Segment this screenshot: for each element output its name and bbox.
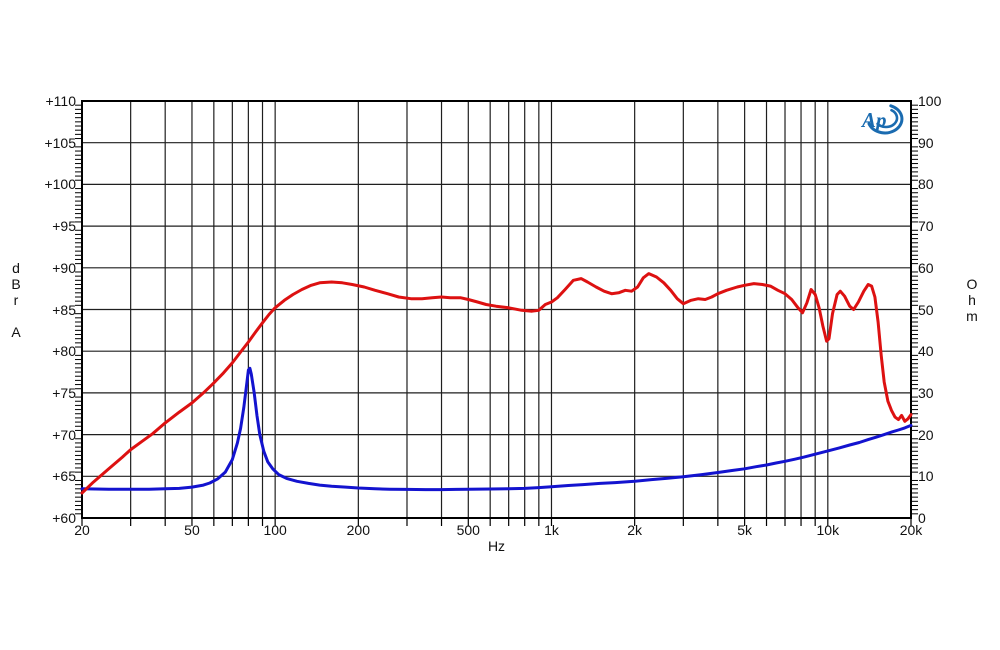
left-axis-title-char	[6, 308, 26, 324]
y-left-tick-label: +95	[52, 218, 76, 235]
y-right-tick-label: 90	[918, 134, 934, 151]
x-tick-label: 500	[456, 522, 480, 538]
y-right-tick-label: 60	[918, 259, 934, 276]
x-tick-label: 200	[346, 522, 370, 538]
left-axis-title-char: d	[12, 260, 20, 276]
x-tick-label: 100	[263, 522, 287, 538]
audio-precision-logo: Ap	[860, 104, 904, 135]
plot-frame	[81, 100, 912, 519]
logo-inner-arc	[876, 108, 899, 129]
y-left-tick-label: +80	[52, 343, 76, 360]
y-left-tick-label: +85	[52, 301, 76, 318]
x-tick-label: 2k	[627, 522, 643, 538]
y-left-tick-label: +100	[44, 176, 76, 193]
x-tick-label: 20k	[899, 522, 923, 538]
left-axis-title-char: r	[13, 292, 19, 308]
y-left-tick-label: +70	[52, 426, 76, 443]
y-left-tick-label: +60	[52, 510, 76, 526]
y-left-tick-label: +75	[52, 384, 76, 401]
x-tick-label: 20	[74, 522, 90, 538]
y-right-tick-label: 10	[918, 468, 934, 485]
left-axis-title-char: B	[11, 276, 21, 292]
response-curve	[80, 272, 913, 495]
x-tick-label: 1k	[544, 522, 559, 538]
right-axis-title-char: O	[966, 276, 978, 292]
y-right-tick-label: 100	[918, 93, 942, 109]
y-left-tick-label: +65	[52, 468, 76, 485]
logo-text: Ap	[860, 108, 887, 132]
y-left-tick-label: +110	[45, 93, 77, 109]
x-tick-label: 10k	[816, 522, 840, 538]
y-left-tick-label: +105	[44, 134, 76, 151]
right-axis-title-char: m	[966, 308, 978, 324]
right-axis-title-char: h	[968, 292, 976, 308]
impedance-curve	[80, 366, 913, 492]
y-right-tick-label: 50	[918, 301, 934, 318]
left-axis-title-char: A	[11, 324, 21, 340]
logo-outer-arc	[867, 104, 904, 135]
y-right-tick-label: 0	[918, 510, 926, 526]
x-tick-label: 5k	[737, 522, 753, 538]
x-axis-unit-label: Hz	[487, 538, 506, 554]
y-right-tick-label: 70	[918, 218, 934, 235]
y-right-tick-label: 20	[918, 426, 934, 443]
x-tick-label: 50	[184, 522, 200, 538]
y-right-tick-label: 80	[918, 176, 934, 193]
y-right-tick-label: 30	[918, 384, 934, 401]
y-right-tick-label: 40	[918, 343, 934, 360]
y-left-tick-label: +90	[52, 259, 76, 276]
